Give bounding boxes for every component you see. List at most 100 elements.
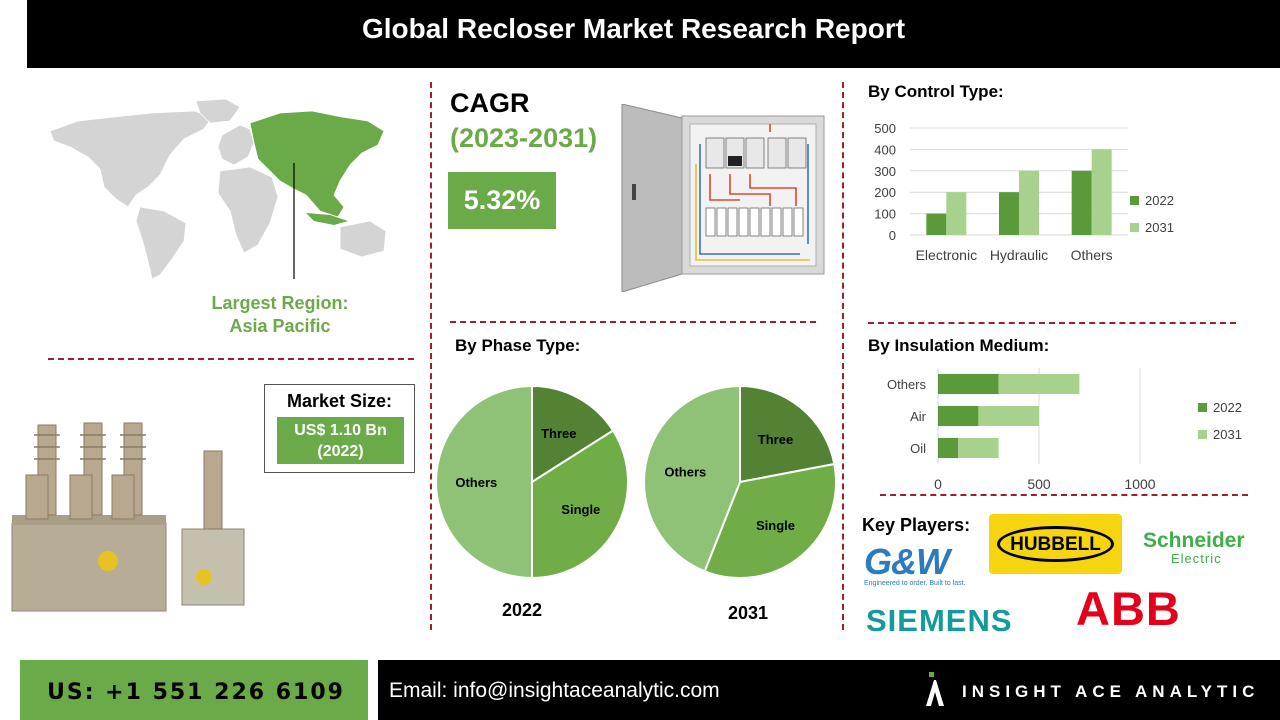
- control-legend-2022: 2022: [1145, 193, 1174, 208]
- control-ytick-100: 100: [874, 207, 896, 222]
- recloser-equipment-illustration: [11, 422, 245, 612]
- gw-logo-tagline: Engineered to order. Built to last.: [864, 580, 966, 587]
- insulation-legend-swatch-2031: [1198, 430, 1207, 439]
- insulation-ytick-oil: Oil: [910, 441, 926, 456]
- footer-email[interactable]: Email: info@insightaceanalytic.com: [389, 679, 720, 702]
- schneider-logo-sub: Electric: [1171, 551, 1222, 566]
- gw-logo-text: G&W: [864, 541, 950, 582]
- control-ytick-300: 300: [874, 164, 896, 179]
- control-type-chart: 0 100 200 300 400 500 Electronic Hydraulic Other…: [874, 121, 1174, 263]
- insulation-legend-2031: 2031: [1213, 427, 1242, 442]
- control-ytick-0: 0: [889, 228, 896, 243]
- pie-2031-year: 2031: [728, 603, 769, 623]
- control-legend-2031: 2031: [1145, 220, 1174, 235]
- insulation-bar-air-2022: [938, 406, 979, 426]
- divider-region: [48, 358, 414, 360]
- control-bar-hydraulic-2031: [1019, 170, 1039, 235]
- world-map: [49, 98, 387, 280]
- control-bar-electronic-2031: [946, 192, 967, 235]
- key-players-title: Key Players:: [862, 515, 971, 535]
- insulation-medium-chart: 0 500 1000 Oil Air Others 2022 2031: [887, 368, 1242, 492]
- footer-info-bar: Email: info@insightaceanalytic.com INSIG…: [378, 660, 1280, 720]
- footer-phone-bar: US: +1 551 226 6109: [20, 660, 368, 720]
- control-xtick-electronic: Electronic: [916, 247, 977, 263]
- pie-2031-label-single: Single: [756, 518, 795, 533]
- insulation-title: By Insulation Medium:: [868, 336, 1050, 355]
- control-ytick-400: 400: [874, 142, 896, 157]
- pie-2031-label-others: Others: [664, 465, 706, 480]
- insulation-xtick-500: 500: [1027, 476, 1051, 492]
- control-xtick-others: Others: [1071, 247, 1113, 263]
- insulation-ytick-others: Others: [887, 377, 927, 392]
- bushing-group: [25, 422, 143, 520]
- recloser-badge: [98, 551, 118, 571]
- control-box-bushing: [203, 450, 223, 530]
- insulation-bar-air-2031: [978, 406, 1039, 426]
- market-size-label: Market Size:: [286, 391, 393, 411]
- relay-display: [728, 156, 742, 166]
- insulation-xtick-1000: 1000: [1124, 476, 1155, 492]
- control-box-badge: [196, 569, 212, 585]
- insulation-bar-others-2031: [998, 374, 1080, 394]
- pie-2022-label-others: Others: [455, 475, 497, 490]
- abb-logo: ABB: [1076, 582, 1181, 635]
- control-bar-electronic-2022: [926, 213, 947, 235]
- north-america-shape: [49, 110, 213, 208]
- hubbell-logo-text: HUBBELL: [1010, 534, 1101, 555]
- schneider-logo-name: Schneider: [1143, 529, 1245, 552]
- footer-phone[interactable]: US: +1 551 226 6109: [47, 680, 345, 705]
- insulation-xtick-0: 0: [934, 476, 942, 492]
- pie-2031-slice-three: [739, 384, 836, 484]
- bushing-ribs: [34, 434, 146, 460]
- largest-region-label: Largest Region: Asia Pacific: [170, 292, 390, 338]
- control-bar-others-2031: [1091, 149, 1112, 235]
- pie-2022-label-three: Three: [541, 426, 576, 441]
- divider-cagr: [450, 321, 816, 323]
- pie-2031-label-three: Three: [758, 432, 793, 447]
- control-ytick-200: 200: [874, 185, 896, 200]
- market-size-box: Market Size: US$ 1.10 Bn (2022): [264, 384, 415, 473]
- pie-2031-slice-single: [703, 462, 837, 579]
- siemens-logo: SIEMENS: [866, 603, 1013, 638]
- contactor-modules: [705, 137, 807, 169]
- brand-logo-icon: [926, 672, 944, 706]
- control-bar-others-2022: [1071, 170, 1092, 235]
- hubbell-logo-oval: [997, 526, 1114, 562]
- control-legend-swatch-2022: [1130, 196, 1139, 205]
- cagr-years: (2023-2031): [450, 123, 598, 153]
- cabinet-door: [621, 104, 683, 292]
- pie-2022-year: 2022: [502, 600, 543, 620]
- insulation-bar-oil-2022: [938, 438, 959, 458]
- europe-shape: [217, 124, 255, 166]
- insulation-bar-others-2022: [938, 374, 999, 394]
- phase-type-pie-2022: Three Single Others: [435, 384, 629, 580]
- control-bar-hydraulic-2022: [999, 192, 1019, 235]
- phase-type-title: By Phase Type:: [455, 336, 581, 355]
- divider-control: [868, 322, 1236, 324]
- control-type-title: By Control Type:: [868, 82, 1004, 101]
- africa-shape: [217, 166, 279, 254]
- hubbell-logo: HUBBELL: [989, 514, 1122, 574]
- pie-2022-slice-single: [531, 429, 629, 580]
- market-size-value: US$ 1.10 Bn (2022): [277, 417, 404, 464]
- gw-logo: G&W Engineered to order. Built to last.: [864, 544, 986, 590]
- title-bar: Global Recloser Market Research Report: [27, 0, 1280, 68]
- page-title: Global Recloser Market Research Report: [361, 13, 906, 44]
- market-size-year: (2022): [317, 443, 364, 460]
- control-box: [181, 528, 245, 606]
- recloser-tank: [11, 522, 167, 612]
- control-ytick-500: 500: [874, 121, 896, 136]
- control-xtick-hydraulic: Hydraulic: [990, 247, 1048, 263]
- pie-2022-slice-three: [531, 384, 615, 484]
- insulation-legend-2022: 2022: [1213, 400, 1242, 415]
- insulation-ytick-air: Air: [910, 409, 927, 424]
- asia-pacific-region: [249, 110, 385, 218]
- divider-left: [430, 82, 432, 630]
- pie-2022-slice-others: [435, 384, 533, 580]
- phase-type-pie-2031: Three Single Others: [643, 384, 837, 579]
- south-america-shape: [135, 206, 187, 280]
- electrical-cabinet-illustration: [621, 104, 825, 292]
- footer-brand: INSIGHT ACE ANALYTIC: [962, 682, 1260, 701]
- schneider-logo: Schneider Electric: [1143, 530, 1258, 570]
- breaker-row: [705, 207, 804, 237]
